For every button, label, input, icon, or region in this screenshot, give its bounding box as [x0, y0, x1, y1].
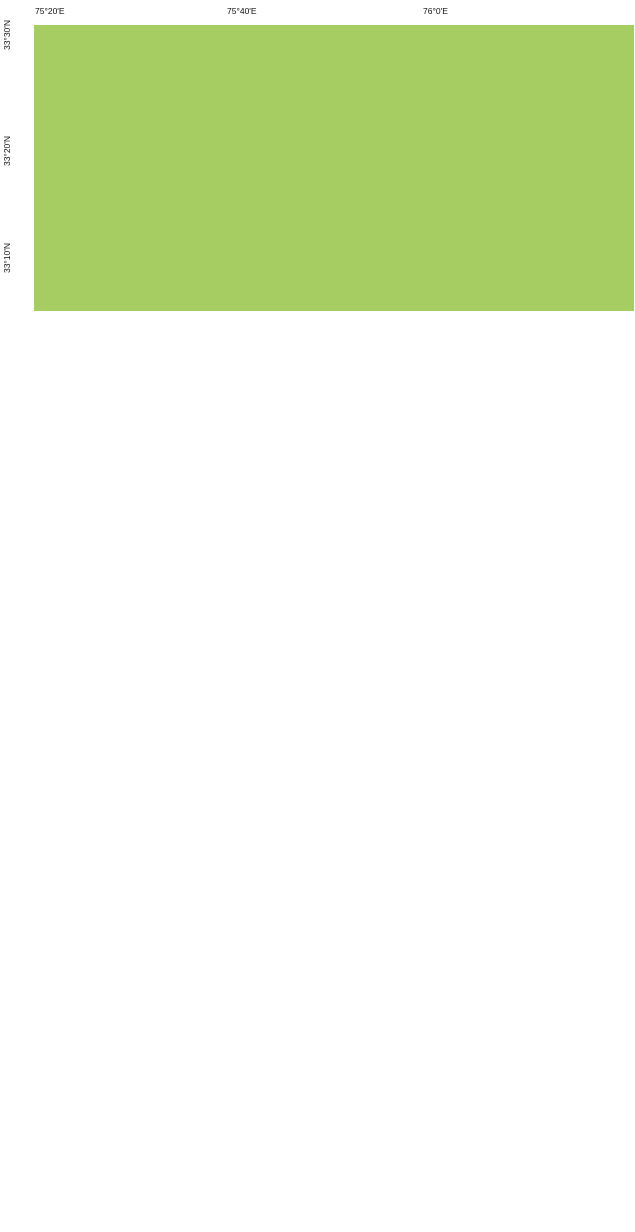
- lon-tick-label: 75°40'E: [227, 6, 257, 16]
- geologic-map: [34, 25, 634, 311]
- lon-tick-label: 75°20'E: [35, 6, 65, 16]
- lon-tick-label: 76°0'E: [423, 6, 448, 16]
- map-hhs-area: [34, 25, 508, 311]
